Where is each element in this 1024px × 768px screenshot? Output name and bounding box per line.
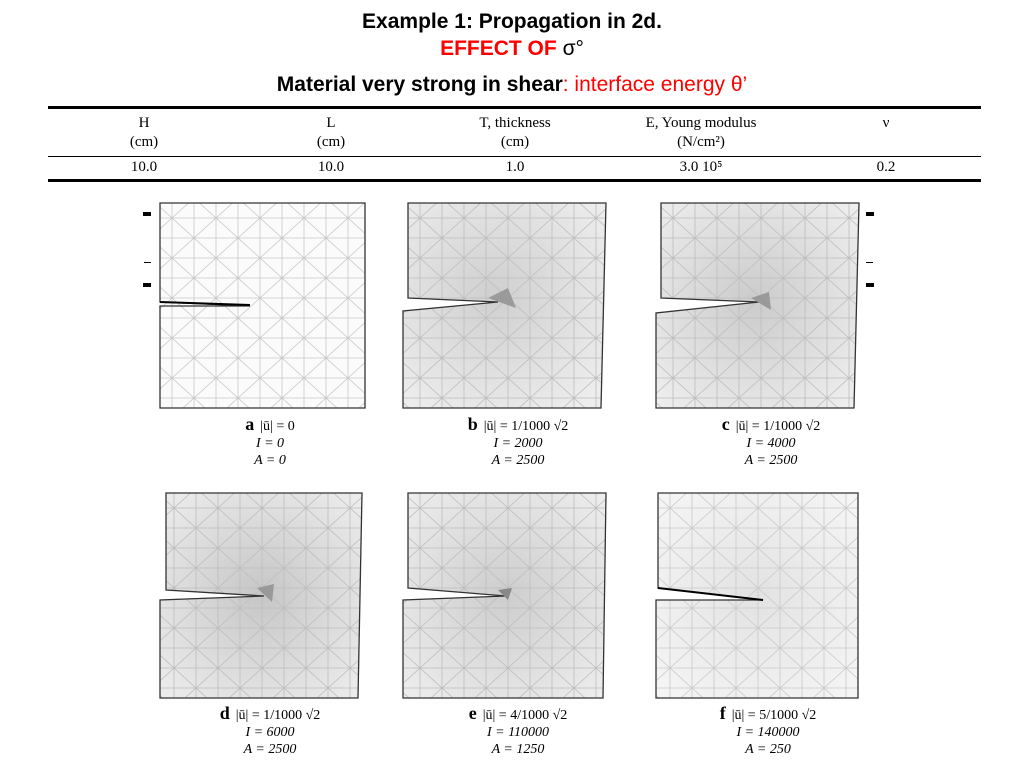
energy-i-e: I = 110000 [486, 725, 550, 740]
caption-e: e |ū| = 4/1000 √2 I = 110000 A = 1250 [398, 703, 638, 758]
mesh-f-svg [655, 492, 859, 699]
parameter-table: H (cm) L (cm) T, thickness (cm) E, Young… [48, 107, 981, 183]
slide-subtitle: EFFECT OF σ° [0, 36, 1024, 62]
left-tick-mid [144, 262, 151, 263]
energy-i-a: I = 0 [255, 436, 285, 451]
panel-label-c: c [721, 414, 730, 434]
mesh-panel-f [648, 488, 888, 708]
caption-b: b |ū| = 1/1000 √2 I = 2000 A = 2500 [398, 414, 638, 469]
mesh-c-svg [655, 202, 860, 409]
table-bottom-rule [48, 179, 981, 182]
header-l: L [326, 115, 336, 131]
unit-e: (N/cm²) [677, 134, 725, 150]
panel-label-d: d [219, 703, 230, 723]
left-tick-bottom [143, 283, 151, 287]
value-h: 10.0 [130, 159, 158, 175]
subtitle-red: EFFECT OF [440, 37, 557, 60]
right-tick-mid [866, 262, 873, 263]
mesh-panel-b [398, 198, 638, 418]
unit-t: (cm) [500, 134, 530, 150]
unit-l: (cm) [316, 134, 346, 150]
caption-a: a |ū| = 0 I = 0 A = 0 [150, 414, 390, 469]
displacement-d: |ū| = 1/1000 √2 [235, 708, 321, 723]
value-l: 10.0 [317, 159, 345, 175]
header-e: E, Young modulus [645, 115, 757, 131]
caption-c: c |ū| = 1/1000 √2 I = 4000 A = 2500 [651, 414, 891, 469]
header-h: H [138, 115, 150, 131]
value-e: 3.0 10⁵ [679, 159, 723, 175]
energy-i-b: I = 2000 [493, 436, 543, 451]
displacement-b: |ū| = 1/1000 √2 [483, 419, 569, 434]
area-a-d: A = 2500 [243, 742, 297, 757]
heading-red: : interface energy θ’ [562, 73, 748, 96]
mesh-b-svg [402, 202, 607, 409]
right-tick-bottom [866, 283, 874, 287]
area-a-c: A = 2500 [744, 453, 798, 468]
displacement-e: |ū| = 4/1000 √2 [482, 708, 568, 723]
panel-label-a: a [245, 414, 255, 434]
slide-heading: Material very strong in shear: interface… [0, 72, 1024, 98]
caption-f: f |ū| = 5/1000 √2 I = 140000 A = 250 [648, 703, 888, 758]
right-tick-top [866, 212, 874, 216]
displacement-c: |ū| = 1/1000 √2 [735, 419, 821, 434]
panel-label-e: e [468, 703, 477, 723]
left-tick-top [143, 212, 151, 216]
area-a-e: A = 1250 [491, 742, 545, 757]
area-a-f: A = 250 [745, 742, 791, 757]
mesh-panel-c [651, 198, 891, 418]
energy-i-c: I = 4000 [746, 436, 796, 451]
energy-i-f: I = 140000 [736, 725, 800, 740]
mesh-d-svg [159, 492, 363, 699]
panel-label-f: f [719, 703, 726, 723]
table-top-rule [48, 106, 981, 109]
value-nu: 0.2 [876, 159, 896, 175]
sigma-symbol: σ° [562, 37, 584, 60]
header-t: T, thickness [479, 115, 551, 131]
mesh-e-svg [402, 492, 607, 699]
energy-i-d: I = 6000 [245, 725, 295, 740]
slide-title: Example 1: Propagation in 2d. [362, 10, 662, 33]
mesh-panel-e [398, 488, 638, 708]
table-mid-rule [48, 156, 981, 157]
panel-label-b: b [467, 414, 478, 434]
caption-d: d |ū| = 1/1000 √2 I = 6000 A = 2500 [150, 703, 390, 758]
area-a-a: A = 0 [254, 453, 286, 468]
mesh-panel-d [152, 488, 392, 708]
heading-black: Material very strong in shear [276, 73, 563, 96]
mesh-a-svg [159, 202, 366, 409]
displacement-f: |ū| = 5/1000 √2 [731, 708, 817, 723]
value-t: 1.0 [505, 159, 525, 175]
displacement-a: |ū| = 0 [260, 419, 295, 434]
mesh-panel-a [150, 198, 390, 418]
header-nu: ν [882, 115, 890, 131]
area-a-b: A = 2500 [491, 453, 545, 468]
unit-h: (cm) [129, 134, 159, 150]
